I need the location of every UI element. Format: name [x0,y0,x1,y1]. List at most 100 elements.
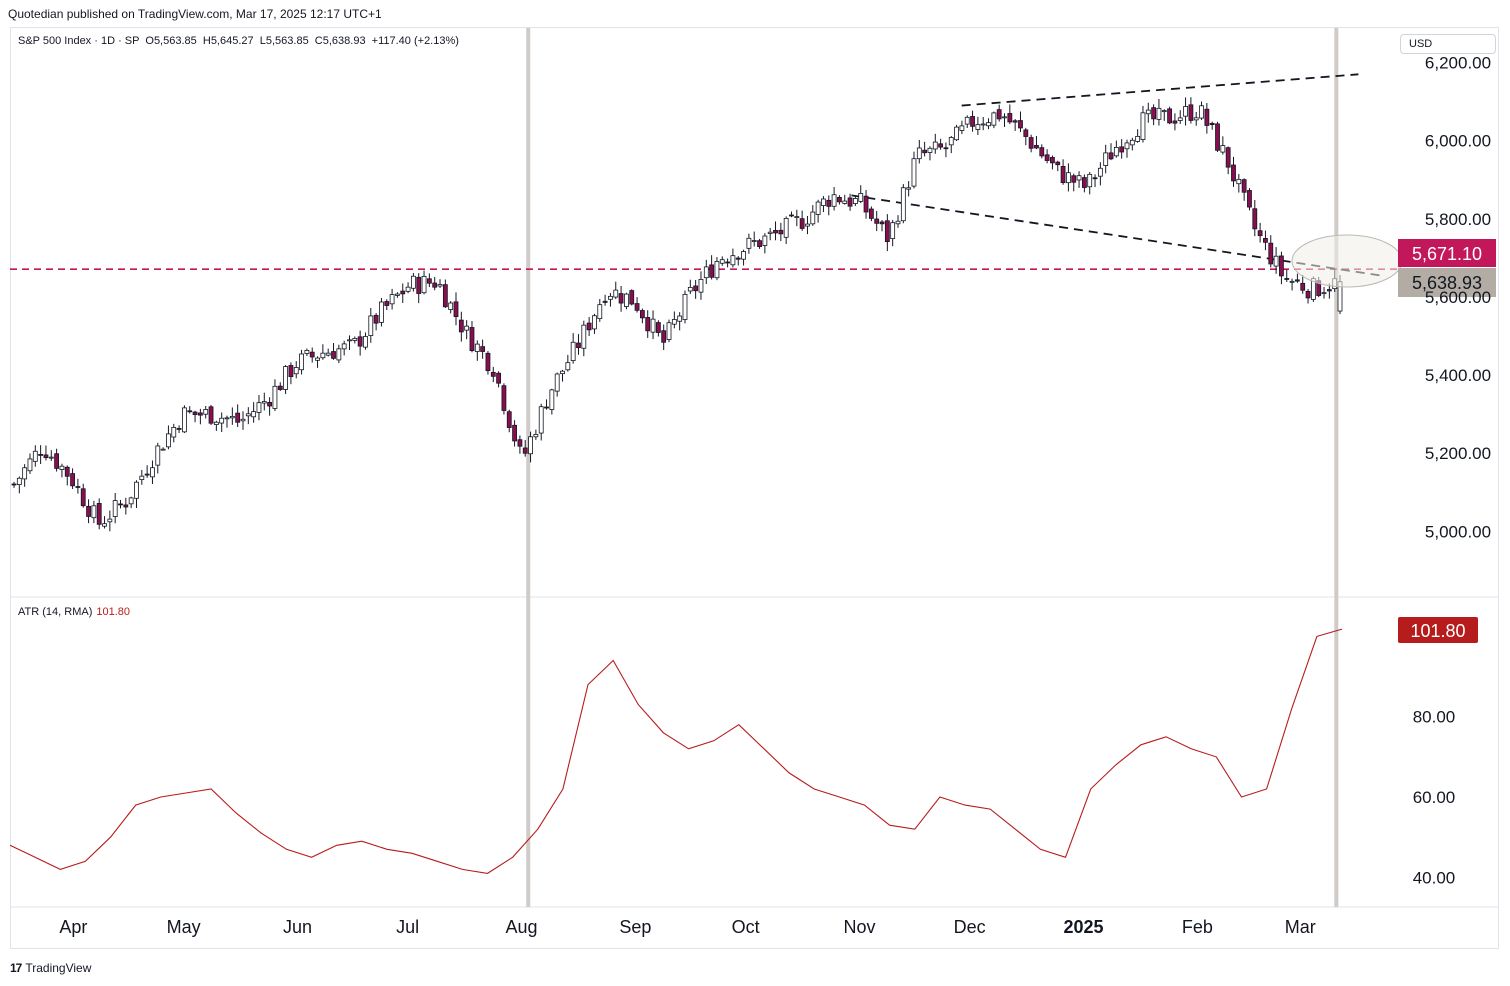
candle-body [970,116,975,127]
candle-body [11,483,17,486]
candle-body [884,220,890,243]
time-axis-label: Feb [1182,917,1213,937]
candle-body [256,402,262,413]
candlestick-series [11,97,1343,532]
candle-body [805,223,810,227]
candle-body [954,126,959,141]
candle-body [59,465,65,470]
footer-brand[interactable]: 17 TradingView [10,961,91,975]
candle-body [490,371,496,377]
candle-body [27,458,33,472]
candle-body [1241,179,1247,193]
candle-body [464,325,470,331]
candle-body [932,141,938,150]
candle-body [91,505,97,519]
candle-body [187,410,193,413]
candle-body [405,286,411,292]
candle-body [687,286,693,292]
candle-body [1247,190,1252,208]
candle-body [975,124,981,130]
atr-axis-tick-label: 40.00 [1413,868,1456,887]
candle-body [789,214,794,217]
candle-body [1188,104,1194,121]
candle-body [32,450,38,462]
candle-body [432,282,438,288]
time-axis-label: Apr [59,917,87,937]
candle-body [219,417,225,424]
candle-body [1321,292,1327,295]
price-legend: S&P 500 Index · 1D · SP O5,563.85 H5,645… [18,35,459,47]
currency-selector[interactable]: USD [1400,34,1496,54]
candle-body [54,453,60,469]
candle-body [235,412,241,423]
candle-body [714,261,720,279]
candle-body [533,434,539,438]
candle-body [916,147,922,160]
atr-line [9,628,1343,874]
publish-caption: Quotedian published on TradingView.com, … [8,7,382,21]
candle-body [608,295,613,300]
candle-body [437,284,443,287]
atr-value-badge-bg [1398,617,1478,643]
candle-body [613,289,619,298]
candle-body [948,137,954,146]
candle-body [959,125,965,131]
candle-body [160,448,166,451]
candle-body [389,294,395,305]
time-axis-label: Jun [283,917,312,937]
candle-body [80,488,86,507]
candle-body [368,315,374,336]
axes: 5,000.00 5,200.00 5,400.00 5,600.00 5,800.00… [59,54,1491,937]
candle-body [1279,255,1284,277]
candle-body [293,367,299,375]
candle-body [245,413,251,417]
candle-body [703,266,709,279]
candle-body [698,279,704,293]
candle-body [570,341,576,361]
time-axis-label: Nov [843,917,875,937]
support-price-label: 5,671.10 [1412,244,1482,264]
candle-body [560,370,565,375]
candle-body [964,116,970,125]
candle-body [118,503,123,506]
price-axis-tick-label: 6,200.00 [1425,54,1491,73]
candle-body [384,301,390,306]
candle-body [719,259,725,264]
candle-body [778,229,784,235]
candle-body [107,518,113,523]
candle-body [1294,279,1300,282]
candle-body [826,199,832,207]
footer-brand-label: TradingView [25,961,92,975]
candle-body [1231,164,1236,182]
candle-body [1209,122,1215,125]
candle-body [1220,145,1226,153]
candle-body [1305,290,1311,299]
support-price-label-bg [1398,239,1496,267]
candle-body [1263,238,1268,243]
candle-body [197,412,203,416]
candle-body [682,293,688,320]
candle-body [64,466,70,477]
candle-body [868,208,874,219]
candle-body [1156,107,1162,120]
candle-body [16,477,22,485]
chart-frame [10,27,1499,949]
candle-body [112,500,118,517]
candle-body [395,293,400,296]
candle-body [618,293,624,304]
candle-body [938,143,944,148]
candle-body [1055,161,1061,166]
candle-body [767,231,773,234]
candle-body [1066,172,1071,184]
candle-body [890,222,896,240]
candle-body [309,351,315,358]
candle-body [1119,146,1125,153]
candle-body [1273,255,1279,267]
candle-body [895,220,901,225]
candle-body [762,235,768,246]
candle-body [735,257,741,260]
candle-body [86,505,91,517]
candle-body [597,304,603,320]
candle-body [251,411,257,418]
